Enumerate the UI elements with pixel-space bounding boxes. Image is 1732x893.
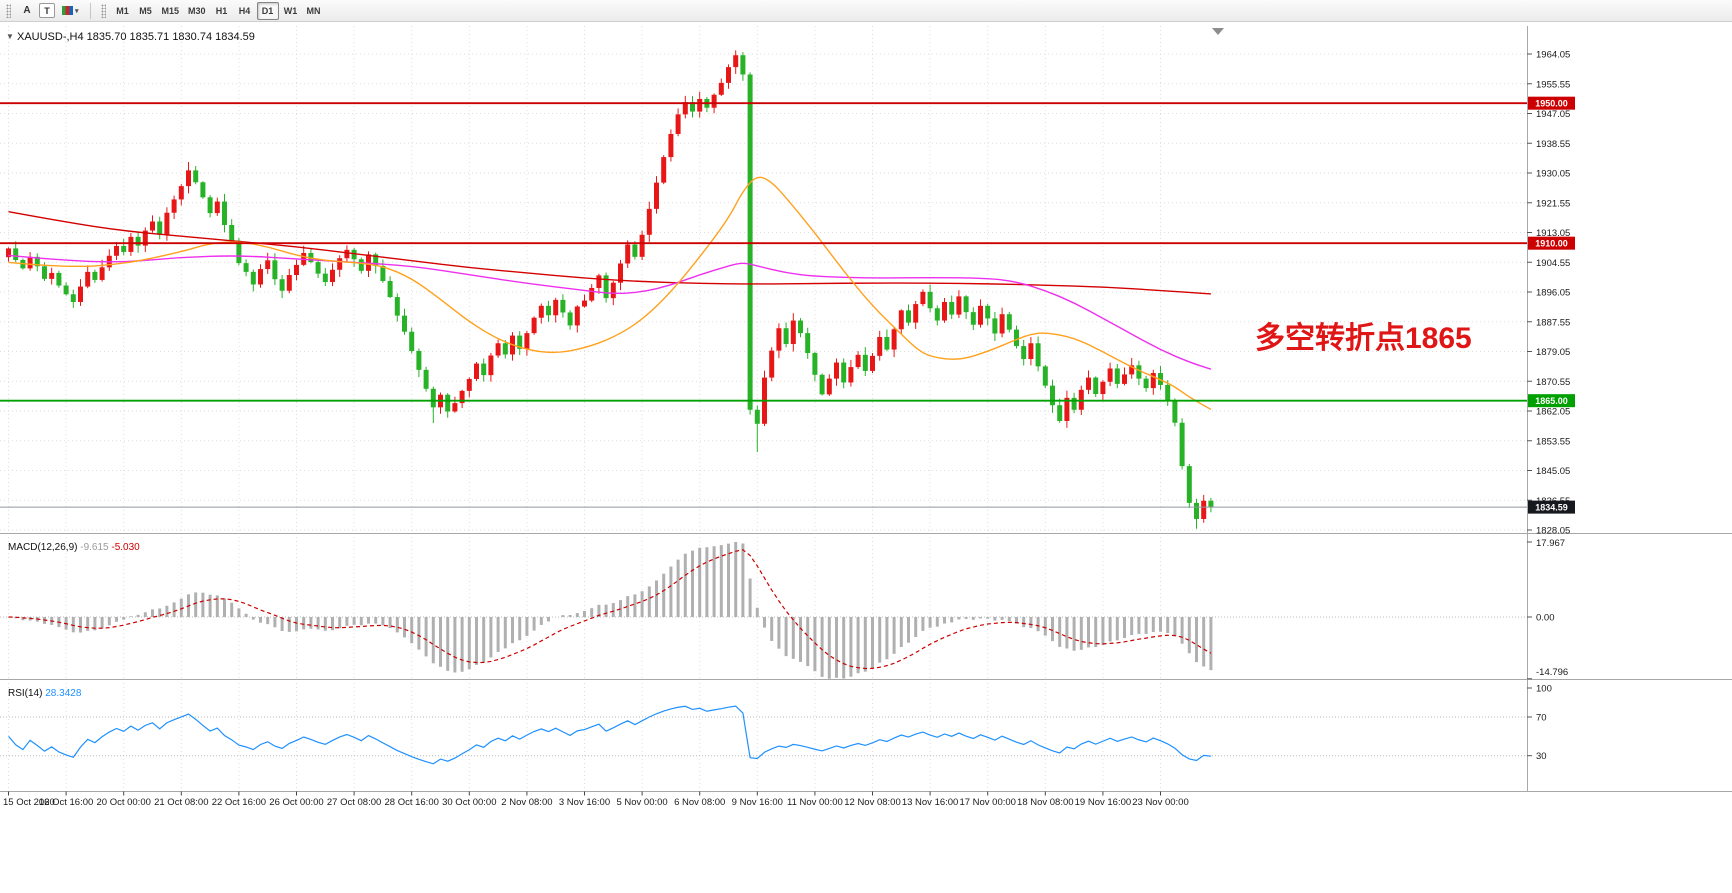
- svg-text:1828.05: 1828.05: [1536, 526, 1570, 537]
- toolbar-grip[interactable]: [6, 3, 11, 18]
- svg-text:1950.00: 1950.00: [1535, 99, 1568, 109]
- timeframe-button-h4[interactable]: H4: [234, 2, 256, 20]
- svg-text:1834.59: 1834.59: [1535, 503, 1568, 513]
- svg-text:13 Nov 16:00: 13 Nov 16:00: [902, 797, 959, 808]
- horizontal-lines[interactable]: [0, 102, 1527, 508]
- price-badges: 1950.00 1910.00 1865.00 1834.59: [1528, 96, 1575, 514]
- svg-text:17.967: 17.967: [1536, 538, 1565, 549]
- chart-grid: [0, 26, 1527, 791]
- svg-text:16 Oct 16:00: 16 Oct 16:00: [39, 797, 93, 808]
- svg-text:21 Oct 08:00: 21 Oct 08:00: [154, 797, 208, 808]
- svg-text:1870.55: 1870.55: [1536, 377, 1570, 388]
- svg-text:28 Oct 16:00: 28 Oct 16:00: [384, 797, 438, 808]
- timeframe-button-m5[interactable]: M5: [135, 2, 157, 20]
- svg-text:1896.05: 1896.05: [1536, 288, 1570, 299]
- svg-text:26 Oct 00:00: 26 Oct 00:00: [269, 797, 323, 808]
- svg-text:1921.55: 1921.55: [1536, 198, 1570, 209]
- toolbar-grip-2[interactable]: [100, 3, 106, 18]
- svg-text:6 Nov 08:00: 6 Nov 08:00: [674, 797, 725, 808]
- svg-text:20 Oct 00:00: 20 Oct 00:00: [96, 797, 150, 808]
- timeframe-button-mn[interactable]: MN: [303, 2, 325, 20]
- svg-text:1845.05: 1845.05: [1536, 466, 1570, 477]
- svg-text:30: 30: [1536, 751, 1547, 762]
- label-tool-button[interactable]: T: [39, 3, 55, 18]
- axes: 1964.05 1955.55 1947.05 1938.55 1930.05 1921.…: [0, 26, 1732, 808]
- timeframe-button-m15[interactable]: M15: [158, 2, 184, 20]
- svg-text:3 Nov 16:00: 3 Nov 16:00: [559, 797, 610, 808]
- rsi-panel: [0, 705, 1527, 765]
- svg-text:18 Nov 08:00: 18 Nov 08:00: [1017, 797, 1074, 808]
- timeframe-button-h1[interactable]: H1: [211, 2, 233, 20]
- ma-fast-orange: [8, 176, 1212, 411]
- timeframe-button-w1[interactable]: W1: [280, 2, 302, 20]
- svg-text:1904.55: 1904.55: [1536, 258, 1570, 269]
- objects-dropdown-button[interactable]: ▾: [57, 2, 84, 20]
- macd-signal-line: [8, 549, 1212, 670]
- price-badge: [1528, 236, 1575, 250]
- chart-canvas[interactable]: 1964.05 1955.55 1947.05 1938.55 1930.05 1921.…: [0, 22, 1732, 893]
- svg-text:17 Nov 00:00: 17 Nov 00:00: [959, 797, 1016, 808]
- ma-slow-red: [8, 210, 1211, 295]
- annotation-text[interactable]: 多空转折点1865: [1255, 322, 1472, 355]
- candlesticks: [6, 50, 1214, 529]
- svg-text:100: 100: [1536, 684, 1552, 695]
- moving-averages: [8, 176, 1212, 411]
- chart-title: XAUUSD-,H4 1835.70 1835.71 1830.74 1834.…: [17, 31, 255, 43]
- toolbar-separator: [89, 2, 91, 19]
- rsi-line: [8, 705, 1211, 765]
- svg-text:1938.55: 1938.55: [1536, 139, 1570, 150]
- rsi-label: RSI(14) 28.3428: [8, 688, 82, 699]
- svg-text:1910.00: 1910.00: [1535, 239, 1568, 249]
- text-tool-button[interactable]: A: [17, 2, 37, 20]
- svg-text:70: 70: [1536, 713, 1547, 724]
- chart-labels: ▼ XAUUSD-,H4 1835.70 1835.71 1830.74 1834…: [6, 28, 1472, 699]
- price-badge: [1528, 96, 1575, 110]
- collapse-marker-icon[interactable]: ▼: [6, 32, 14, 41]
- svg-text:2 Nov 08:00: 2 Nov 08:00: [501, 797, 552, 808]
- svg-text:1913.05: 1913.05: [1536, 228, 1570, 239]
- toolbar: A T ▾ M1 M5 M15 M30 H1 H4 D1 W1 MN: [0, 0, 1732, 22]
- chart-shift-icon[interactable]: [1212, 28, 1224, 35]
- svg-text:1865.00: 1865.00: [1535, 396, 1568, 406]
- price-badge: [1528, 394, 1575, 408]
- ma-mid-magenta: [8, 254, 1212, 370]
- timeframe-button-m1[interactable]: M1: [112, 2, 134, 20]
- svg-text:-14.796: -14.796: [1536, 667, 1568, 678]
- timeframe-button-m30[interactable]: M30: [184, 2, 210, 20]
- svg-text:23 Nov 00:00: 23 Nov 00:00: [1132, 797, 1189, 808]
- svg-text:1964.05: 1964.05: [1536, 50, 1570, 61]
- svg-text:1947.05: 1947.05: [1536, 109, 1570, 120]
- svg-text:12 Nov 08:00: 12 Nov 08:00: [844, 797, 901, 808]
- svg-text:15 Oct 2020: 15 Oct 2020: [3, 797, 55, 808]
- timeframe-button-group: M1 M5 M15 M30 H1 H4 D1 W1 MN: [112, 1, 325, 20]
- svg-text:1879.05: 1879.05: [1536, 347, 1570, 358]
- timeframe-button-d1[interactable]: D1: [256, 1, 279, 20]
- svg-text:22 Oct 16:00: 22 Oct 16:00: [212, 797, 266, 808]
- macd-label: MACD(12,26,9) -9.615 -5.030: [8, 542, 140, 553]
- svg-text:9 Nov 16:00: 9 Nov 16:00: [732, 797, 783, 808]
- palette-icon: [62, 6, 73, 15]
- svg-text:0.00: 0.00: [1536, 613, 1555, 624]
- svg-text:1853.55: 1853.55: [1536, 436, 1570, 447]
- svg-text:27 Oct 08:00: 27 Oct 08:00: [327, 797, 381, 808]
- svg-text:1862.05: 1862.05: [1536, 407, 1570, 418]
- caret-down-icon: ▾: [75, 7, 79, 15]
- svg-text:1955.55: 1955.55: [1536, 79, 1570, 90]
- svg-text:1930.05: 1930.05: [1536, 169, 1570, 180]
- svg-text:19 Nov 16:00: 19 Nov 16:00: [1075, 797, 1132, 808]
- svg-text:30 Oct 00:00: 30 Oct 00:00: [442, 797, 496, 808]
- svg-text:1887.55: 1887.55: [1536, 317, 1570, 328]
- svg-text:5 Nov 00:00: 5 Nov 00:00: [616, 797, 667, 808]
- svg-text:11 Nov 00:00: 11 Nov 00:00: [787, 797, 843, 808]
- price-badge: [1528, 500, 1575, 514]
- macd-panel: [0, 542, 1527, 679]
